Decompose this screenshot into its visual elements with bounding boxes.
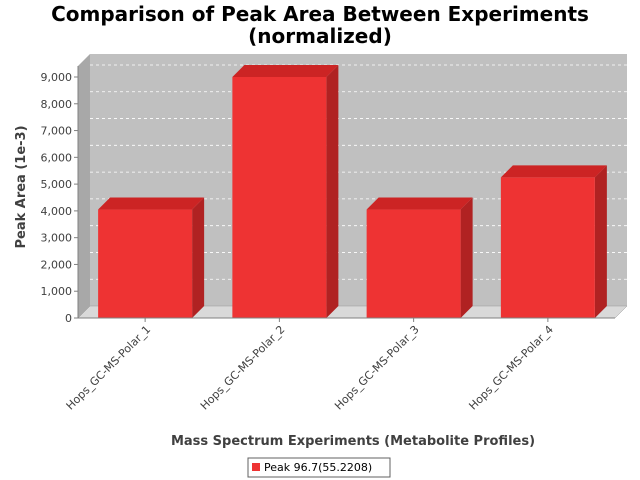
bar-side: [192, 197, 205, 318]
y-tick-label: 5,000: [41, 178, 73, 191]
y-tick-label: 0: [65, 312, 72, 325]
y-tick-label: 7,000: [41, 125, 73, 138]
plot-left-wall: [78, 54, 90, 318]
bar: [500, 177, 595, 318]
bar-top: [366, 197, 473, 210]
plot-back-wall: [90, 54, 627, 306]
y-tick-label: 2,000: [41, 258, 73, 271]
y-tick-label: 4,000: [41, 205, 73, 218]
y-tick-label: 6,000: [41, 151, 73, 164]
bar-side: [326, 65, 339, 318]
x-tick-label: Hops_GC-MS-Polar_2: [198, 323, 288, 413]
bar-side: [594, 165, 607, 318]
bars: [98, 65, 607, 318]
bar: [232, 77, 327, 318]
x-tick-label: Hops_GC-MS-Polar_1: [64, 323, 154, 413]
y-axis-label: Peak Area (1e-3): [14, 125, 29, 248]
x-tick-label: Hops_GC-MS-Polar_4: [466, 323, 556, 413]
x-axis: Hops_GC-MS-Polar_1 Hops_GC-MS-Polar_2 Hops…: [64, 317, 615, 413]
y-tick-label: 8,000: [41, 98, 73, 111]
legend-box: [247, 457, 391, 478]
y-tick-label: 3,000: [41, 232, 73, 245]
chart-title-line-1: Comparison of Peak Area Between Experime…: [51, 2, 589, 26]
bar: [366, 209, 461, 318]
bar-top: [500, 165, 607, 178]
y-tick-label: 9,000: [41, 71, 73, 84]
y-axis: 0 1,000 2,000 3,000 4,000 5,000 6,000 7,000 8,00…: [41, 66, 79, 325]
chart-title-line-2: (normalized): [248, 24, 392, 48]
bar-side: [460, 197, 473, 318]
legend-label: Peak 96.7(55.2208): [264, 461, 372, 474]
bar-top: [232, 65, 339, 77]
y-tick-label: 1,000: [41, 285, 73, 298]
x-tick-label: Hops_GC-MS-Polar_3: [332, 323, 422, 413]
x-axis-label: Mass Spectrum Experiments (Metabolite Pr…: [171, 434, 535, 449]
plot-area: [77, 54, 628, 319]
bar-top: [98, 197, 205, 210]
legend-swatch: [252, 463, 260, 471]
bar: [98, 209, 193, 318]
legend: Peak 96.7(55.2208): [247, 457, 391, 478]
